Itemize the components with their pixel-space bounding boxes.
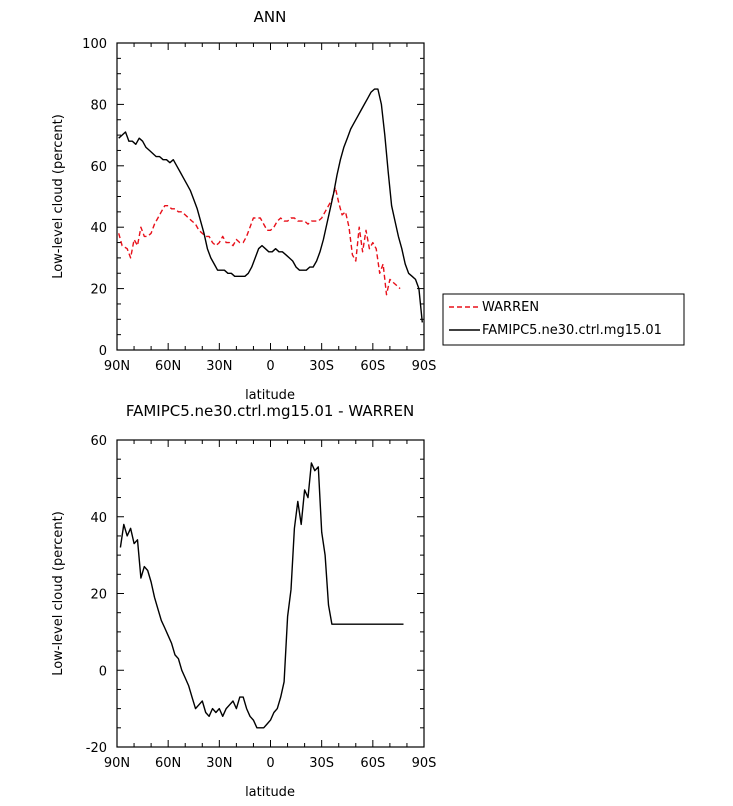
x-tick-label-bottom: 60N: [155, 756, 181, 771]
y-tick-label-bottom: 20: [90, 588, 107, 603]
x-tick-label-bottom: 60S: [360, 756, 385, 771]
y-tick-label-bottom: 40: [90, 511, 107, 526]
x-tick-label-top: 0: [266, 359, 274, 374]
y-axis-label-bottom: Low-level cloud (percent): [51, 511, 66, 676]
y-tick-label-bottom: 60: [90, 434, 107, 449]
panel-top: ANN 90N 60N 30N 0 30S 60S 90S 0 20 40 60 80 100 lati…: [51, 8, 685, 403]
axis-ticks-bottom: 90N 60N 30N 0 30S 60S 90S -20 0 20 40 60: [86, 434, 437, 771]
y-tick-label-bottom: -20: [86, 741, 107, 756]
chart-title-top: ANN: [254, 8, 287, 26]
y-tick-label-top: 40: [90, 221, 107, 236]
series-line-top-1: [118, 88, 423, 323]
x-tick-label-bottom: 30S: [309, 756, 334, 771]
y-tick-label-top: 20: [90, 283, 107, 298]
x-tick-label-bottom: 0: [266, 756, 274, 771]
series-line-top-0: [118, 186, 401, 296]
series-line-bottom-0: [119, 462, 404, 729]
series-group-bottom: [119, 462, 404, 729]
y-tick-label-top: 60: [90, 160, 107, 175]
series-group-top: [118, 88, 423, 323]
y-tick-label-top: 0: [99, 344, 107, 359]
legend-box: [442, 293, 685, 346]
chart-title-bottom: FAMIPC5.ne30.ctrl.mg15.01 - WARREN: [126, 402, 414, 420]
y-tick-label-bottom: 0: [99, 664, 107, 679]
legend-label-model: FAMIPC5.ne30.ctrl.mg15.01: [482, 323, 662, 338]
legend: WARREN FAMIPC5.ne30.ctrl.mg15.01: [442, 293, 685, 346]
x-tick-label-top: 30S: [309, 359, 334, 374]
axis-ticks-top: 90N 60N 30N 0 30S 60S 90S 0 20 40 60 80 100: [82, 37, 436, 374]
y-tick-label-top: 80: [90, 98, 107, 113]
panel-bottom: FAMIPC5.ne30.ctrl.mg15.01 - WARREN 90N 60…: [51, 402, 436, 800]
x-axis-label-top: latitude: [245, 388, 295, 403]
y-axis-label-top: Low-level cloud (percent): [51, 114, 66, 279]
x-tick-label-top: 60S: [360, 359, 385, 374]
x-tick-label-top: 90N: [104, 359, 130, 374]
x-tick-label-bottom: 30N: [206, 756, 232, 771]
x-tick-label-bottom: 90N: [104, 756, 130, 771]
x-tick-label-top: 30N: [206, 359, 232, 374]
y-tick-label-top: 100: [82, 37, 107, 52]
x-axis-label-bottom: latitude: [245, 785, 295, 800]
x-tick-label-top: 90S: [412, 359, 437, 374]
legend-label-warren: WARREN: [482, 300, 539, 315]
x-tick-label-top: 60N: [155, 359, 181, 374]
x-tick-label-bottom: 90S: [412, 756, 437, 771]
plot-frame-bottom: [116, 439, 425, 748]
